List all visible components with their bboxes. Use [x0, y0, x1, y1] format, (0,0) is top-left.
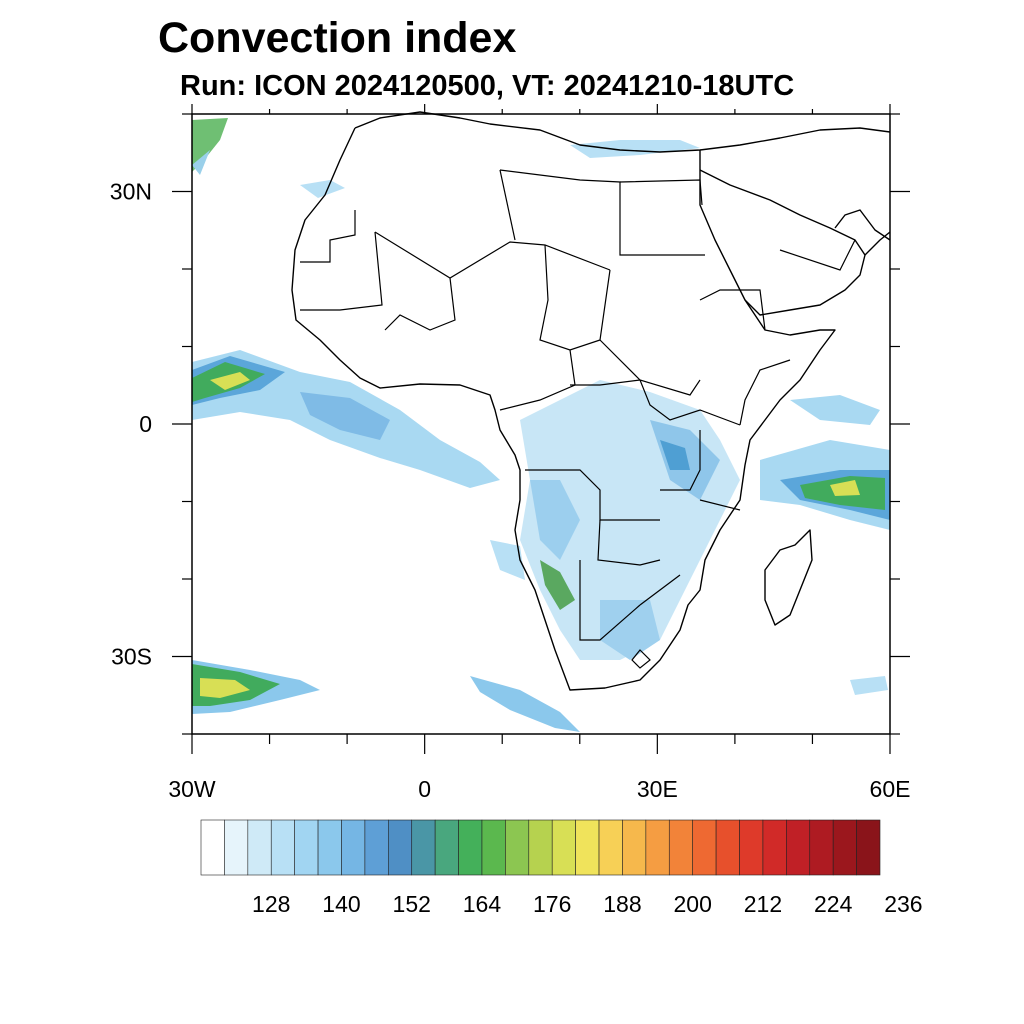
colorbar-label: 236 [884, 891, 922, 917]
colorbar-swatch [270, 819, 295, 876]
colorbar-swatch [622, 819, 647, 876]
lon-tick-label: 0 [418, 776, 431, 802]
convection-fields [192, 118, 890, 732]
country-borders [300, 169, 856, 669]
colorbar-label: 176 [533, 891, 571, 917]
colorbar-swatch [598, 819, 623, 876]
colorbar-label: 200 [674, 891, 712, 917]
colorbar-swatch [341, 819, 366, 876]
lon-tick-label: 30W [168, 776, 216, 802]
colorbar-labels: 128 140 152 164 176 188 200 212 224 236 [252, 891, 923, 917]
colorbar-swatch [856, 819, 881, 876]
colorbar-swatch [668, 819, 693, 876]
colorbar-swatch [411, 819, 436, 876]
colorbar-swatch [388, 819, 413, 876]
colorbar-swatch [294, 819, 319, 876]
lat-tick-label: 30N [110, 179, 152, 205]
colorbar-swatch [762, 819, 787, 876]
colorbar-swatch [458, 819, 483, 876]
map-title: Convection index [158, 14, 517, 62]
lon-tick-label: 60E [870, 776, 911, 802]
colorbar-swatch [317, 819, 342, 876]
colorbar-swatch [200, 819, 225, 876]
axis-tick-labels: 30W 0 30E 60E 30N 0 30S [110, 179, 911, 803]
axis-ticks [172, 104, 910, 754]
colorbar-swatch [692, 819, 717, 876]
colorbar-label: 164 [463, 891, 502, 917]
lon-tick-label: 30E [637, 776, 678, 802]
colorbar-swatch [481, 819, 506, 876]
colorbar-swatch [224, 819, 249, 876]
map-subtitle: Run: ICON 2024120500, VT: 20241210-18UTC [180, 70, 795, 102]
lat-tick-label: 0 [139, 411, 152, 437]
colorbar-label: 152 [393, 891, 431, 917]
colorbar [200, 819, 881, 876]
colorbar-swatch [786, 819, 811, 876]
colorbar-swatch [575, 819, 600, 876]
colorbar-swatch [528, 819, 553, 876]
colorbar-swatch [809, 819, 834, 876]
colorbar-swatch [551, 819, 576, 876]
colorbar-swatch [505, 819, 530, 876]
colorbar-label: 188 [603, 891, 641, 917]
colorbar-swatch [832, 819, 857, 876]
colorbar-swatch [247, 819, 272, 876]
colorbar-label: 128 [252, 891, 290, 917]
colorbar-swatch [645, 819, 670, 876]
colorbar-label: 224 [814, 891, 853, 917]
lat-tick-label: 30S [111, 644, 152, 670]
colorbar-swatch [715, 819, 740, 876]
colorbar-label: 140 [322, 891, 360, 917]
colorbar-swatch [364, 819, 389, 876]
colorbar-swatch [739, 819, 764, 876]
colorbar-label: 212 [744, 891, 782, 917]
colorbar-swatch [434, 819, 459, 876]
